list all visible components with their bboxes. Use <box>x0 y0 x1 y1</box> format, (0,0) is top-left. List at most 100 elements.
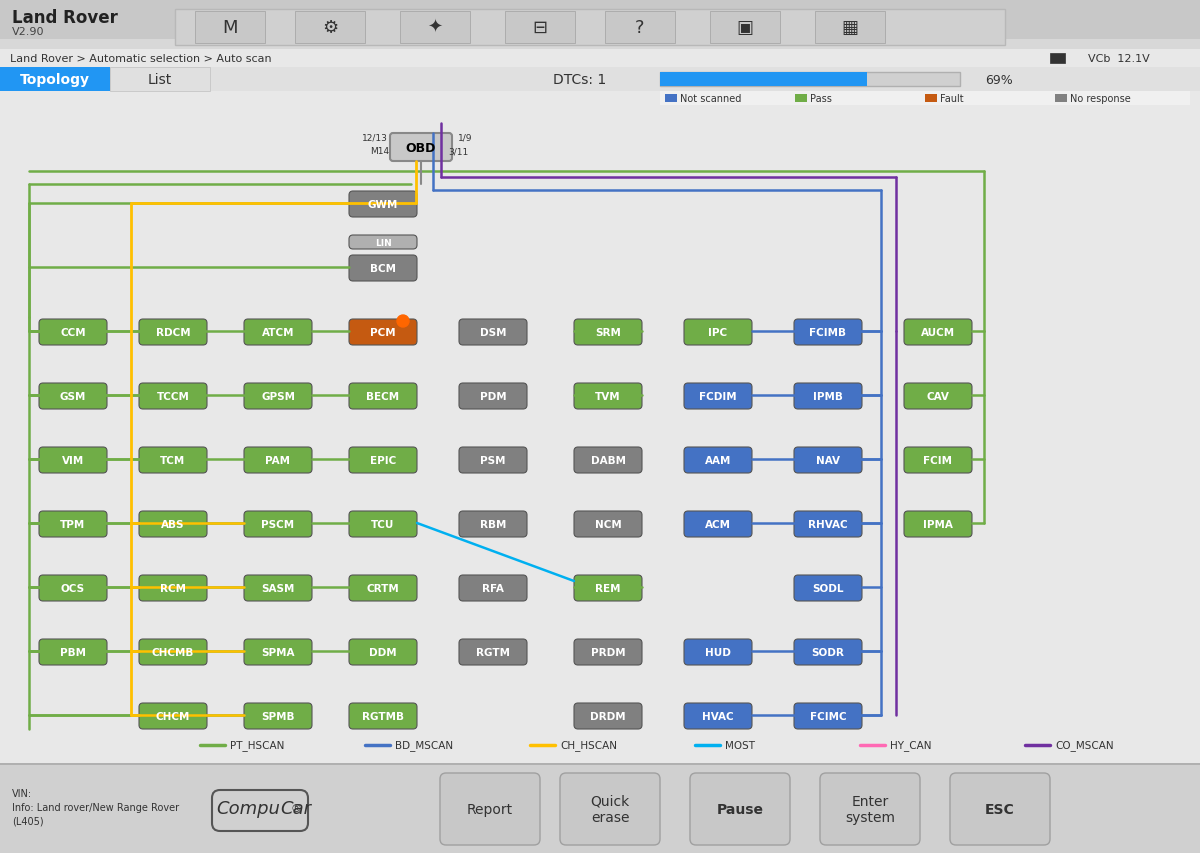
Text: TCCM: TCCM <box>156 392 190 402</box>
Text: LIN: LIN <box>374 238 391 247</box>
Text: Report: Report <box>467 802 514 816</box>
Text: PBM: PBM <box>60 647 86 657</box>
Text: ⚙: ⚙ <box>322 19 338 37</box>
FancyBboxPatch shape <box>684 384 752 409</box>
Bar <box>710 12 780 44</box>
FancyBboxPatch shape <box>349 384 418 409</box>
Text: DABM: DABM <box>590 456 625 466</box>
Text: No response: No response <box>1070 94 1130 104</box>
Text: Topology: Topology <box>20 73 90 87</box>
FancyBboxPatch shape <box>794 320 862 345</box>
Text: CHCM: CHCM <box>156 711 190 721</box>
FancyBboxPatch shape <box>794 384 862 409</box>
Bar <box>200 768 360 848</box>
Text: ®: ® <box>290 803 301 813</box>
Text: AUCM: AUCM <box>920 328 955 338</box>
Text: GWM: GWM <box>368 200 398 210</box>
Text: DRDM: DRDM <box>590 711 626 721</box>
FancyBboxPatch shape <box>574 384 642 409</box>
Text: RGTMB: RGTMB <box>362 711 404 721</box>
FancyBboxPatch shape <box>904 384 972 409</box>
FancyBboxPatch shape <box>349 235 418 250</box>
Text: 69%: 69% <box>985 73 1013 86</box>
FancyBboxPatch shape <box>349 575 418 601</box>
FancyBboxPatch shape <box>139 512 208 537</box>
Text: Land Rover: Land Rover <box>12 9 118 27</box>
Text: FCIMC: FCIMC <box>810 711 846 721</box>
FancyBboxPatch shape <box>139 703 208 729</box>
FancyBboxPatch shape <box>574 575 642 601</box>
Bar <box>0 106 1200 763</box>
Text: TPM: TPM <box>60 519 85 530</box>
Text: GSM: GSM <box>60 392 86 402</box>
Bar <box>605 12 674 44</box>
Text: TCM: TCM <box>161 456 186 466</box>
FancyBboxPatch shape <box>690 773 790 845</box>
Text: VCb  12.1V: VCb 12.1V <box>1088 54 1150 64</box>
FancyBboxPatch shape <box>904 320 972 345</box>
FancyBboxPatch shape <box>458 512 527 537</box>
Text: ESC: ESC <box>985 802 1015 816</box>
Text: EPIC: EPIC <box>370 456 396 466</box>
FancyBboxPatch shape <box>244 512 312 537</box>
Text: 3/11: 3/11 <box>448 148 468 156</box>
Text: DSM: DSM <box>480 328 506 338</box>
FancyBboxPatch shape <box>820 773 920 845</box>
FancyBboxPatch shape <box>794 448 862 473</box>
FancyBboxPatch shape <box>684 512 752 537</box>
FancyBboxPatch shape <box>349 320 418 345</box>
Bar <box>660 73 960 87</box>
FancyBboxPatch shape <box>794 639 862 665</box>
Text: RCM: RCM <box>160 583 186 594</box>
Text: RFA: RFA <box>482 583 504 594</box>
FancyBboxPatch shape <box>244 639 312 665</box>
FancyBboxPatch shape <box>244 320 312 345</box>
FancyBboxPatch shape <box>458 320 527 345</box>
FancyBboxPatch shape <box>458 575 527 601</box>
FancyBboxPatch shape <box>349 703 418 729</box>
Text: ATCM: ATCM <box>262 328 294 338</box>
Text: Pass: Pass <box>810 94 832 104</box>
FancyBboxPatch shape <box>684 639 752 665</box>
Text: TVM: TVM <box>595 392 620 402</box>
FancyBboxPatch shape <box>38 448 107 473</box>
FancyBboxPatch shape <box>458 384 527 409</box>
Text: OCS: OCS <box>61 583 85 594</box>
Text: TCU: TCU <box>371 519 395 530</box>
FancyBboxPatch shape <box>684 703 752 729</box>
Bar <box>1050 54 1066 64</box>
Text: Fault: Fault <box>940 94 964 104</box>
Bar <box>0 50 1200 68</box>
FancyBboxPatch shape <box>244 575 312 601</box>
Text: SRM: SRM <box>595 328 620 338</box>
Text: ▣: ▣ <box>737 19 754 37</box>
FancyBboxPatch shape <box>38 575 107 601</box>
Text: IPC: IPC <box>708 328 727 338</box>
Text: RBM: RBM <box>480 519 506 530</box>
Text: REM: REM <box>595 583 620 594</box>
Text: PDM: PDM <box>480 392 506 402</box>
FancyBboxPatch shape <box>139 320 208 345</box>
FancyBboxPatch shape <box>139 384 208 409</box>
Bar <box>660 92 1190 106</box>
Text: PSM: PSM <box>480 456 505 466</box>
Text: RGTM: RGTM <box>476 647 510 657</box>
Bar <box>1055 95 1067 103</box>
Bar <box>194 12 265 44</box>
FancyBboxPatch shape <box>38 320 107 345</box>
Text: GPSM: GPSM <box>262 392 295 402</box>
FancyBboxPatch shape <box>794 703 862 729</box>
FancyBboxPatch shape <box>139 575 208 601</box>
Text: NAV: NAV <box>816 456 840 466</box>
Bar <box>665 95 677 103</box>
Text: IPMB: IPMB <box>814 392 842 402</box>
FancyBboxPatch shape <box>244 384 312 409</box>
Text: RHVAC: RHVAC <box>808 519 848 530</box>
FancyBboxPatch shape <box>904 448 972 473</box>
FancyBboxPatch shape <box>574 639 642 665</box>
Bar <box>175 10 1006 46</box>
Text: NCM: NCM <box>595 519 622 530</box>
Bar <box>110 68 210 92</box>
Text: VIM: VIM <box>62 456 84 466</box>
Text: BD_MSCAN: BD_MSCAN <box>395 740 454 751</box>
